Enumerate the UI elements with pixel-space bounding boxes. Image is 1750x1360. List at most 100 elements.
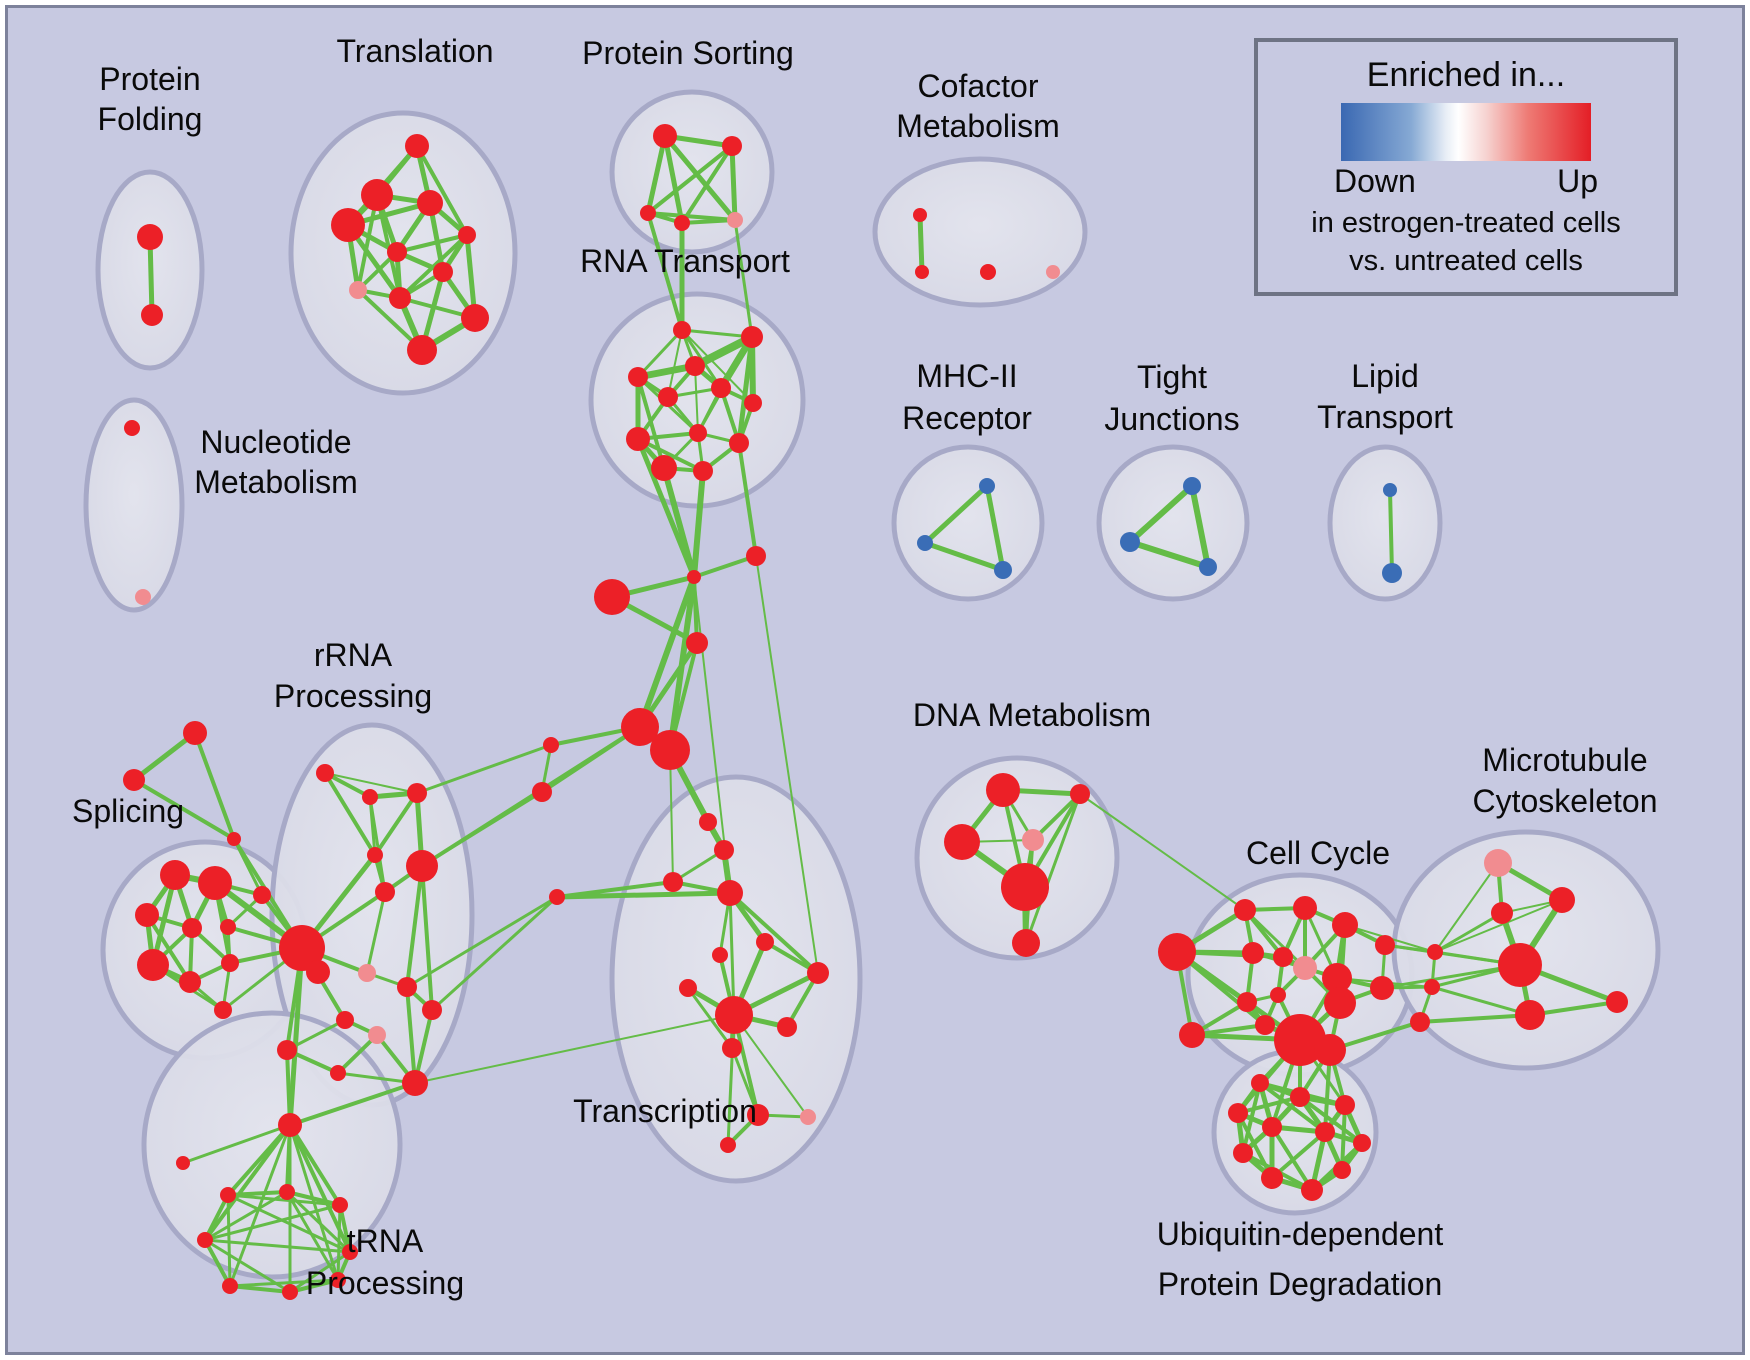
node-T6[interactable] [458,226,476,244]
node-X2[interactable] [714,840,734,860]
node-D6[interactable] [1012,929,1040,957]
node-TR3[interactable] [332,1197,348,1213]
node-X3[interactable] [663,872,683,892]
node-U6[interactable] [1315,1122,1335,1142]
node-U3[interactable] [1228,1103,1248,1123]
node-S10[interactable] [214,1001,232,1019]
node-CM1[interactable] [913,208,927,222]
node-D4[interactable] [1022,829,1044,851]
node-CM4[interactable] [1046,265,1060,279]
node-C1[interactable] [687,570,701,584]
node-X5[interactable] [549,889,565,905]
node-R9[interactable] [422,1000,442,1020]
node-R2[interactable] [362,789,378,805]
node-MH1[interactable] [979,478,995,494]
node-MH3[interactable] [994,561,1012,579]
node-TR7[interactable] [282,1284,298,1300]
node-CC8[interactable] [1293,956,1317,980]
node-C8[interactable] [532,782,552,802]
node-CC10[interactable] [1237,992,1257,1012]
node-R5[interactable] [406,850,438,882]
node-R1[interactable] [316,764,334,782]
node-S8[interactable] [179,971,201,993]
node-T10[interactable] [461,304,489,332]
node-S5[interactable] [220,919,236,935]
node-U8[interactable] [1353,1134,1371,1152]
node-N1[interactable] [124,420,140,436]
node-X11[interactable] [722,1038,742,1058]
node-D3[interactable] [944,824,980,860]
node-R7[interactable] [358,964,376,982]
node-R4[interactable] [367,847,383,863]
node-PS2[interactable] [722,136,742,156]
node-CC13[interactable] [1255,1015,1275,1035]
node-R12[interactable] [402,1070,428,1096]
node-D5[interactable] [1001,863,1049,911]
node-S7[interactable] [137,949,169,981]
node-X12[interactable] [747,1104,769,1126]
node-M6[interactable] [1498,943,1542,987]
node-D2[interactable] [1070,784,1090,804]
node-RT9[interactable] [689,424,707,442]
node-U5[interactable] [1262,1117,1282,1137]
node-T5[interactable] [387,242,407,262]
node-PS3[interactable] [640,205,656,221]
node-H1b[interactable] [306,960,330,984]
node-D1[interactable] [986,773,1020,807]
node-LP2[interactable] [1382,563,1402,583]
node-PS1[interactable] [653,124,677,148]
node-X6[interactable] [756,933,774,951]
node-RT8[interactable] [626,427,650,451]
node-C4[interactable] [686,632,708,654]
node-PS4[interactable] [674,215,690,231]
node-S6[interactable] [253,886,271,904]
node-R3[interactable] [407,783,427,803]
node-CC1[interactable] [1158,933,1196,971]
node-T3[interactable] [417,190,443,216]
node-U4[interactable] [1335,1095,1355,1115]
node-TR8[interactable] [330,1272,346,1288]
node-RT5[interactable] [658,387,678,407]
node-T8[interactable] [349,281,367,299]
node-CM3[interactable] [980,264,996,280]
node-T2[interactable] [361,179,393,211]
node-CC14[interactable] [1274,1014,1326,1066]
node-CC17[interactable] [1370,976,1394,1000]
node-TR5[interactable] [342,1244,358,1260]
node-TJ3[interactable] [1199,558,1217,576]
node-M4[interactable] [1427,944,1443,960]
node-LP1[interactable] [1383,483,1397,497]
node-C2[interactable] [746,546,766,566]
node-RT11[interactable] [651,455,677,481]
node-S3[interactable] [135,903,159,927]
node-CM2[interactable] [915,265,929,279]
node-TJ2[interactable] [1120,532,1140,552]
node-S4[interactable] [182,918,202,938]
node-R10[interactable] [336,1011,354,1029]
node-S2[interactable] [198,866,232,900]
node-N2[interactable] [135,589,151,605]
node-S1[interactable] [160,860,190,890]
node-X15[interactable] [807,962,829,984]
node-M2[interactable] [1549,887,1575,913]
node-RT1[interactable] [673,321,691,339]
node-R14[interactable] [330,1065,346,1081]
node-C3[interactable] [594,579,630,615]
node-CC9[interactable] [1322,963,1352,993]
node-TR6[interactable] [222,1278,238,1294]
node-CC4[interactable] [1293,896,1317,920]
node-RT7[interactable] [744,394,762,412]
node-U2[interactable] [1290,1087,1310,1107]
node-CC7[interactable] [1273,947,1293,967]
node-C6[interactable] [650,730,690,770]
node-PS5[interactable] [727,212,743,228]
node-ST3[interactable] [227,832,241,846]
node-CC15[interactable] [1314,1034,1346,1066]
node-U1[interactable] [1251,1074,1269,1092]
node-R8[interactable] [397,977,417,997]
node-M3[interactable] [1491,902,1513,924]
node-T7[interactable] [433,262,453,282]
node-X10[interactable] [777,1017,797,1037]
node-RT6[interactable] [711,378,731,398]
node-M7[interactable] [1515,1000,1545,1030]
